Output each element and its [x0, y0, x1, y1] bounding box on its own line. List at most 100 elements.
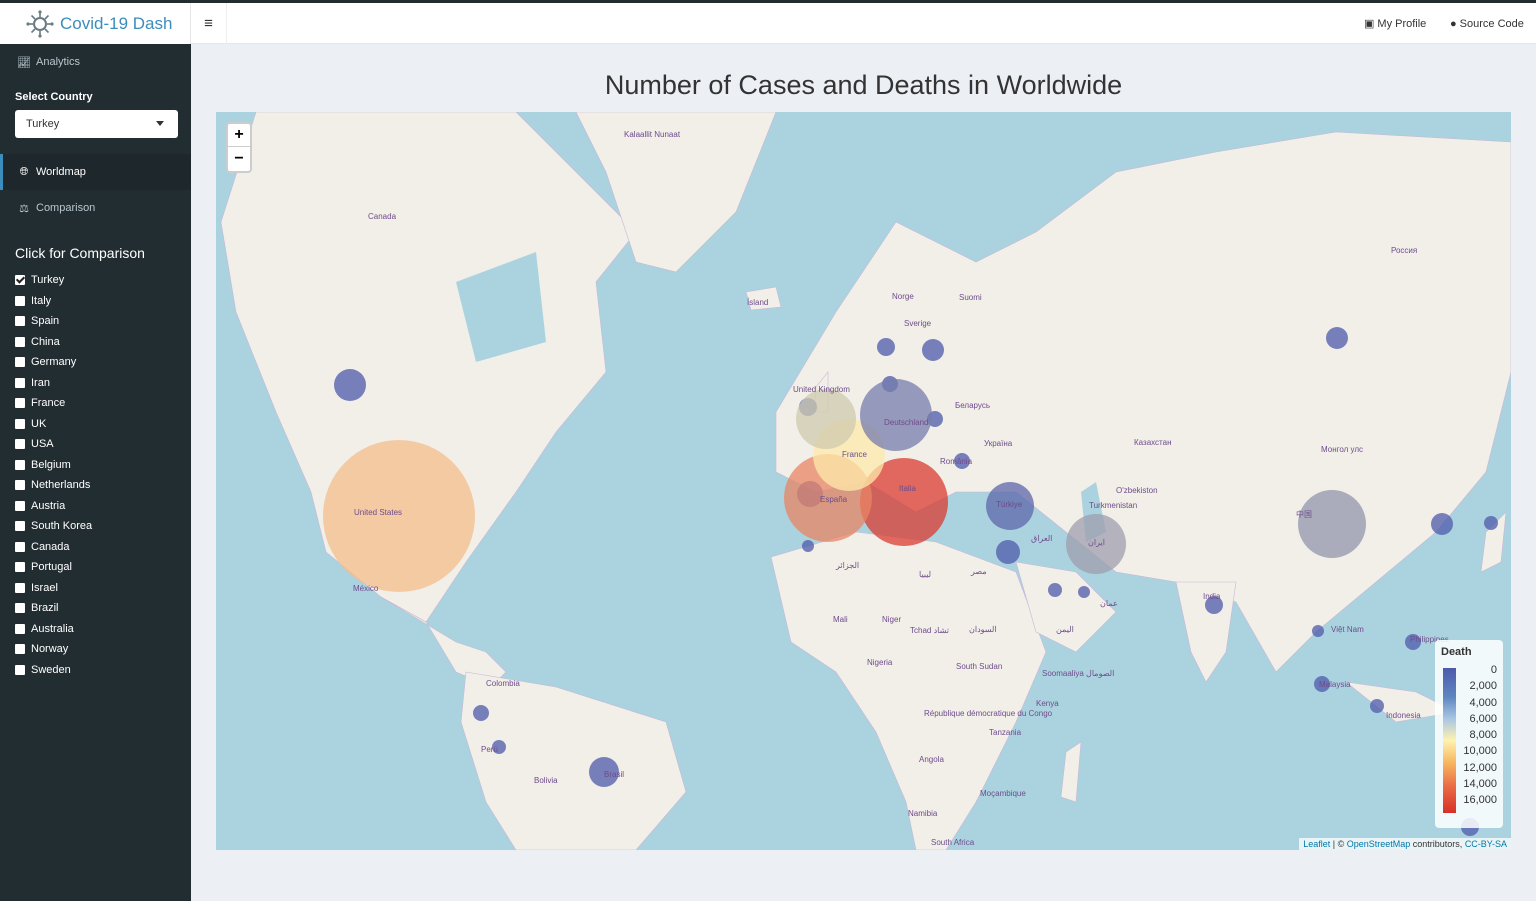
comparison-checkbox-spain[interactable]: Spain: [15, 311, 92, 332]
comparison-checkbox-italy[interactable]: Italy: [15, 291, 92, 312]
zoom-in-button[interactable]: +: [228, 124, 250, 147]
map-place-label: India: [1203, 592, 1221, 601]
comparison-checkbox-israel[interactable]: Israel: [15, 578, 92, 599]
checkbox-label: USA: [31, 438, 54, 451]
minor-death-bubble: [1484, 516, 1498, 530]
checkbox-box[interactable]: [15, 398, 25, 409]
sidebar-item-comparison[interactable]: ⚖ Comparison: [0, 190, 191, 226]
brand[interactable]: Covid-19 Dash: [0, 3, 191, 44]
license-link[interactable]: CC-BY-SA: [1464, 839, 1507, 849]
comparison-checkbox-canada[interactable]: Canada: [15, 537, 92, 558]
checkbox-label: UK: [31, 417, 47, 430]
death-bubble-italy: [860, 458, 948, 546]
checkbox-label: Iran: [31, 376, 50, 389]
map-place-label: 中国: [1296, 510, 1312, 519]
checkbox-label: France: [31, 397, 66, 410]
checkbox-box[interactable]: [15, 582, 25, 593]
checkbox-label: Belgium: [31, 458, 71, 471]
minor-death-bubble: [334, 369, 366, 401]
map-place-label: Angola: [919, 755, 944, 764]
checkbox-box[interactable]: [15, 418, 25, 429]
minor-death-bubble: [1078, 586, 1090, 598]
map-place-label: Türkiye: [996, 500, 1023, 509]
virus-icon: [26, 9, 54, 38]
checkbox-label: Canada: [31, 540, 70, 553]
checkbox-box[interactable]: [15, 336, 25, 347]
map-place-label: اليمن: [1056, 625, 1074, 634]
map-place-label: Nigeria: [867, 658, 893, 667]
map-place-label: Brasil: [604, 770, 625, 779]
legend-label: 10,000: [1463, 745, 1497, 758]
comparison-checkbox-portugal[interactable]: Portugal: [15, 557, 92, 578]
checkbox-box[interactable]: [15, 562, 25, 573]
comparison-checkbox-norway[interactable]: Norway: [15, 639, 92, 660]
map-place-label: ایران: [1088, 538, 1105, 547]
checkbox-label: Sweden: [31, 663, 71, 676]
map-place-label: Kalaallit Nunaat: [624, 130, 681, 139]
comparison-checkbox-belgium[interactable]: Belgium: [15, 455, 92, 476]
comparison-checkbox-china[interactable]: China: [15, 332, 92, 353]
map-place-label: Việt Nam: [1331, 625, 1364, 634]
comparison-checkbox-australia[interactable]: Australia: [15, 619, 92, 640]
checkbox-box[interactable]: [15, 295, 25, 306]
checkbox-box[interactable]: [15, 316, 25, 327]
death-bubble-iran: [1066, 514, 1126, 574]
leaflet-link[interactable]: Leaflet: [1303, 839, 1331, 849]
comparison-checkbox-usa[interactable]: USA: [15, 434, 92, 455]
comparison-checkbox-turkey[interactable]: Turkey: [15, 270, 92, 291]
checkbox-box[interactable]: [15, 377, 25, 388]
checkbox-label: Australia: [31, 622, 74, 635]
map-place-label: O'zbekiston: [1116, 486, 1158, 495]
sidebar-item-label: Worldmap: [36, 166, 86, 178]
comparison-checkbox-austria[interactable]: Austria: [15, 496, 92, 517]
legend-label: 2,000: [1469, 680, 1497, 693]
minor-death-bubble: [922, 339, 944, 361]
minor-death-bubble: [1048, 583, 1062, 597]
checkbox-label: Germany: [31, 356, 77, 369]
map-place-label: United States: [354, 508, 403, 517]
world-map[interactable]: + − Kalaallit Nunaat Canada Россия Ísland No…: [216, 112, 1511, 850]
sidebar-item-worldmap[interactable]: 🌐︎ Worldmap: [0, 154, 191, 190]
minor-death-bubble: [802, 540, 814, 552]
checkbox-box[interactable]: [15, 357, 25, 368]
legend-title: Death: [1441, 646, 1472, 658]
checkbox-box[interactable]: [15, 623, 25, 634]
checkbox-box[interactable]: [15, 521, 25, 532]
checkbox-box[interactable]: [15, 459, 25, 470]
comparison-checkbox-sweden[interactable]: Sweden: [15, 660, 92, 681]
comparison-checkbox-iran[interactable]: Iran: [15, 373, 92, 394]
sidebar-item-analytics[interactable]: 📈︎ Analytics: [0, 44, 191, 80]
my-profile-link[interactable]: ▣ My Profile: [1364, 3, 1426, 44]
checkbox-box[interactable]: [15, 644, 25, 655]
minor-death-bubble: [589, 757, 619, 787]
comparison-checkbox-uk[interactable]: UK: [15, 414, 92, 435]
map-place-label: España: [820, 495, 848, 504]
comparison-checkbox-germany[interactable]: Germany: [15, 352, 92, 373]
comparison-checkbox-brazil[interactable]: Brazil: [15, 598, 92, 619]
zoom-out-button[interactable]: −: [234, 149, 244, 167]
checkbox-box[interactable]: [15, 664, 25, 675]
country-select[interactable]: Turkey: [15, 110, 178, 138]
checkbox-box[interactable]: [15, 541, 25, 552]
comparison-checkbox-south-korea[interactable]: South Korea: [15, 516, 92, 537]
map-place-label: Беларусь: [955, 401, 990, 410]
map-place-label: México: [353, 584, 379, 593]
checkbox-box[interactable]: [15, 603, 25, 614]
top-navbar: ≡ ▣ My Profile ● Source Code: [191, 3, 1536, 44]
death-bubble-uk: [796, 389, 856, 449]
map-place-label: Mali: [833, 615, 848, 624]
checkbox-box[interactable]: [15, 439, 25, 450]
minor-death-bubble: [1326, 327, 1348, 349]
map-place-label: السودان: [969, 625, 997, 634]
sidebar-toggle-button[interactable]: ≡: [191, 3, 227, 44]
osm-link[interactable]: OpenStreetMap: [1346, 839, 1411, 849]
checkbox-box[interactable]: [15, 480, 25, 491]
checkbox-box[interactable]: [15, 275, 25, 286]
select-country-label: Select Country: [15, 91, 93, 103]
checkbox-box[interactable]: [15, 500, 25, 511]
map-place-label: Norge: [892, 292, 914, 301]
comparison-checkbox-netherlands[interactable]: Netherlands: [15, 475, 92, 496]
source-code-link[interactable]: ● Source Code: [1450, 3, 1524, 44]
checkbox-label: Austria: [31, 499, 66, 512]
comparison-checkbox-france[interactable]: France: [15, 393, 92, 414]
